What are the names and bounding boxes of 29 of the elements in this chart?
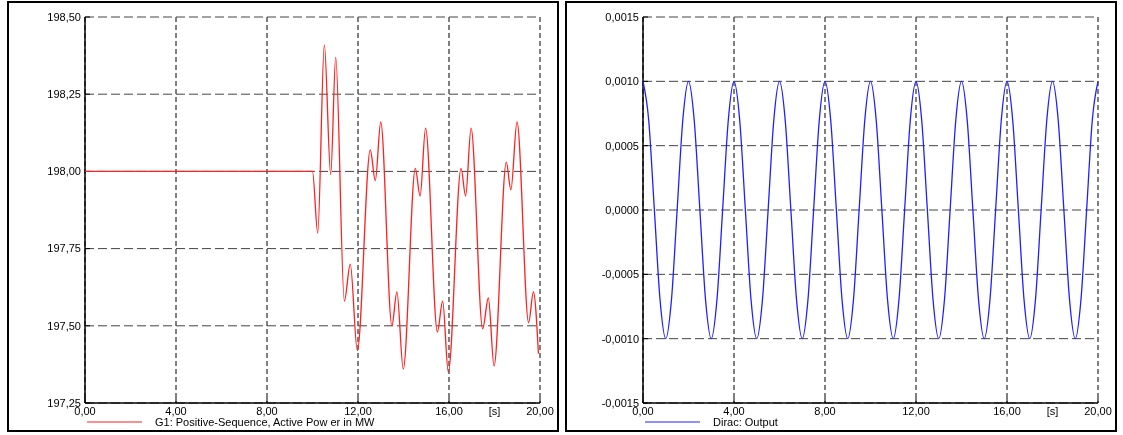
x-tick-label: 12,00 bbox=[902, 405, 930, 417]
y-tick-label: 198,50 bbox=[47, 10, 81, 23]
y-tick-label: -0,0010 bbox=[601, 332, 639, 345]
line-series bbox=[84, 44, 540, 373]
y-tick-label: 197,25 bbox=[47, 396, 81, 409]
x-tick-label: 20,00 bbox=[1084, 405, 1112, 417]
y-tick-label: 197,75 bbox=[47, 242, 81, 255]
y-tick-label: 0,0015 bbox=[605, 10, 639, 23]
y-tick-label: -0,0005 bbox=[601, 268, 639, 281]
y-tick-label: 197,50 bbox=[47, 319, 81, 332]
x-tick-label: 16,00 bbox=[435, 405, 463, 417]
x-tick-label: 16,00 bbox=[993, 405, 1021, 417]
x-tick-label: 8,00 bbox=[256, 405, 278, 417]
x-axis-title: [s] bbox=[488, 405, 501, 417]
y-tick-label: 0,0010 bbox=[605, 75, 639, 88]
legend-label: Dirac: Output bbox=[713, 415, 778, 428]
y-tick-label: 0,0005 bbox=[605, 139, 639, 152]
x-axis-title: [s] bbox=[1046, 405, 1059, 417]
y-tick-label: 198,25 bbox=[47, 88, 81, 101]
y-tick-label: 0,0000 bbox=[605, 203, 639, 216]
x-tick-label: 4,00 bbox=[723, 405, 745, 417]
x-tick-label: 12,00 bbox=[344, 405, 372, 417]
line-series bbox=[642, 80, 1099, 340]
x-tick-label: 20,00 bbox=[526, 405, 554, 417]
x-tick-label: 8,00 bbox=[814, 405, 836, 417]
y-tick-label: -0,0015 bbox=[601, 396, 639, 409]
y-tick-label: 198,00 bbox=[47, 165, 81, 178]
legend-label: G1: Positive-Sequence, Active Pow er in MW bbox=[155, 415, 376, 428]
x-tick-label: 4,00 bbox=[165, 405, 187, 417]
